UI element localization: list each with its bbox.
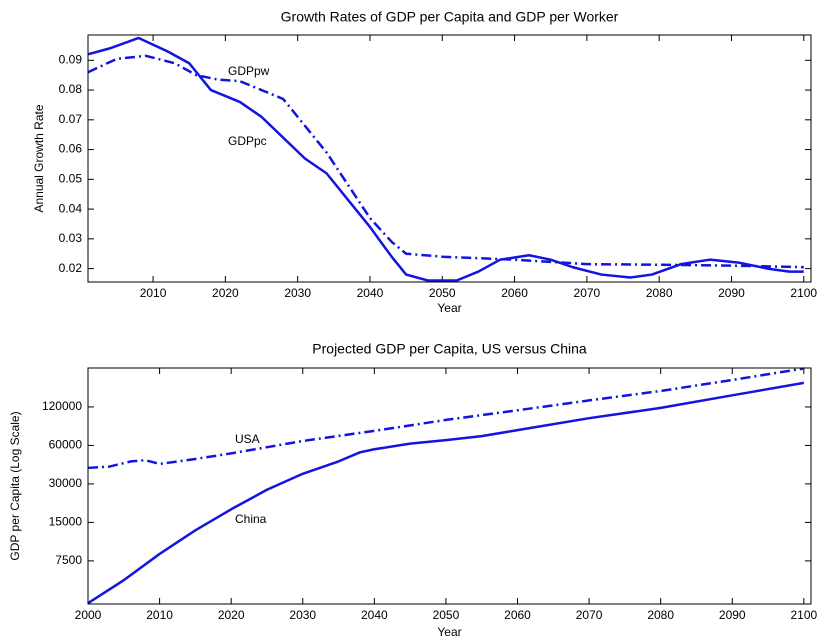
series-label: GDPpw <box>228 64 270 78</box>
axes-box <box>87 34 812 283</box>
x-axis-label: Year <box>437 625 461 639</box>
x-tick-label: 2080 <box>646 286 673 300</box>
y-tick-label: 7500 <box>55 553 82 567</box>
y-tick-label: 0.09 <box>59 52 83 66</box>
y-tick-label: 15000 <box>49 515 83 529</box>
x-tick-label: 2060 <box>501 286 528 300</box>
y-tick-label: 0.03 <box>59 231 83 245</box>
x-tick-label: 2080 <box>647 608 674 622</box>
x-tick-label: 2060 <box>504 608 531 622</box>
y-tick-label: 0.08 <box>59 82 83 96</box>
x-tick-label: 2090 <box>719 608 746 622</box>
chart-title: Growth Rates of GDP per Capita and GDP p… <box>281 9 619 25</box>
x-tick-label: 2010 <box>140 286 167 300</box>
y-tick-label: 0.02 <box>59 261 83 275</box>
x-tick-label: 2020 <box>218 608 245 622</box>
series-line <box>87 367 805 470</box>
x-tick-label: 2100 <box>790 608 817 622</box>
y-tick-label: 0.04 <box>59 201 83 215</box>
x-tick-label: 2050 <box>429 286 456 300</box>
axes-box <box>87 367 812 605</box>
x-tick-label: 2030 <box>284 286 311 300</box>
series-label: China <box>235 512 267 526</box>
x-tick-label: 2070 <box>574 286 601 300</box>
x-tick-label: 2020 <box>212 286 239 300</box>
x-tick-label: 2100 <box>790 286 817 300</box>
x-tick-label: 2000 <box>75 608 102 622</box>
x-tick-label: 2010 <box>146 608 173 622</box>
x-tick-label: 2040 <box>361 608 388 622</box>
x-tick-label: 2030 <box>289 608 316 622</box>
y-tick-label: 0.05 <box>59 172 83 186</box>
series-label: GDPpc <box>228 134 267 148</box>
y-tick-label: 60000 <box>49 438 83 452</box>
series-label: USA <box>235 432 260 446</box>
y-tick-label: 0.07 <box>59 112 83 126</box>
y-axis-label: GDP per Capita (Log Scale) <box>8 411 22 560</box>
y-tick-label: 30000 <box>49 476 83 490</box>
x-tick-label: 2090 <box>718 286 745 300</box>
series-line <box>87 54 804 269</box>
y-axis-label: Annual Growth Rate <box>32 104 46 212</box>
y-tick-label: 0.06 <box>59 142 83 156</box>
series-line <box>87 36 804 282</box>
x-tick-label: 2040 <box>357 286 384 300</box>
y-tick-label: 120000 <box>42 399 82 413</box>
chart-title: Projected GDP per Capita, US versus Chin… <box>312 341 587 357</box>
x-axis-label: Year <box>437 301 461 315</box>
x-tick-label: 2070 <box>576 608 603 622</box>
series-line <box>87 381 805 605</box>
x-tick-label: 2050 <box>433 608 460 622</box>
